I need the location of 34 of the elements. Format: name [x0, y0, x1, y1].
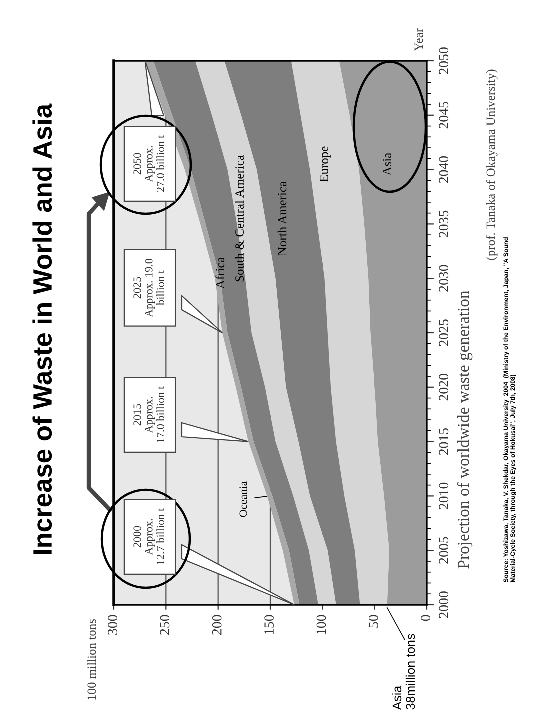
- x-tick-label: 50: [368, 615, 378, 628]
- y-tick-label: 2005: [439, 537, 449, 564]
- y-tick-label: 2015: [439, 428, 449, 456]
- text: (prof. Tanaka of Okayama University): [486, 70, 498, 260]
- annotation: 2050 Approx. 27.0 billion t: [134, 136, 164, 192]
- y-tick-label: 2010: [439, 482, 449, 510]
- series-label: Asia: [383, 153, 392, 176]
- text: Projection of worldwide waste generation: [457, 290, 473, 569]
- y-axis-title: 100 million tons: [87, 619, 96, 700]
- text: Oceania: [240, 481, 248, 518]
- y-tick-label: 2020: [439, 374, 449, 401]
- x-tick-label: 150: [264, 615, 274, 634]
- annotation: 2015 Approx. 17.0 billion t: [134, 386, 164, 443]
- annotation: 2025 Approx. 19.0 billion t: [134, 258, 164, 318]
- x-tick-label: 0: [421, 615, 430, 622]
- x-tick-label: 300: [108, 615, 118, 635]
- y-tick-label: 2045: [439, 102, 449, 129]
- y-tick-label: 2035: [439, 210, 449, 238]
- y-tick-label: 2050: [439, 48, 449, 74]
- x-tick-label: 100: [316, 615, 326, 634]
- series-label: Europe: [320, 146, 331, 182]
- x-tick-label: 200: [212, 615, 222, 635]
- series-label: North America: [278, 182, 287, 256]
- y-tick-label: 2040: [439, 156, 449, 184]
- text: Year: [414, 28, 424, 52]
- series-label: Africa: [216, 257, 225, 289]
- text: Asia 38million tons: [392, 634, 416, 710]
- annotation: 2000 Approx. 12.7 billion t: [134, 508, 164, 565]
- x-tick-label: 250: [160, 615, 170, 635]
- text: Increase of Waste in World and Asia: [32, 104, 52, 554]
- y-tick-label: 2030: [439, 265, 449, 292]
- y-tick-label: 2000: [439, 592, 449, 618]
- series-label: South & Central America: [235, 155, 244, 282]
- y-tick-label: 2025: [439, 320, 449, 346]
